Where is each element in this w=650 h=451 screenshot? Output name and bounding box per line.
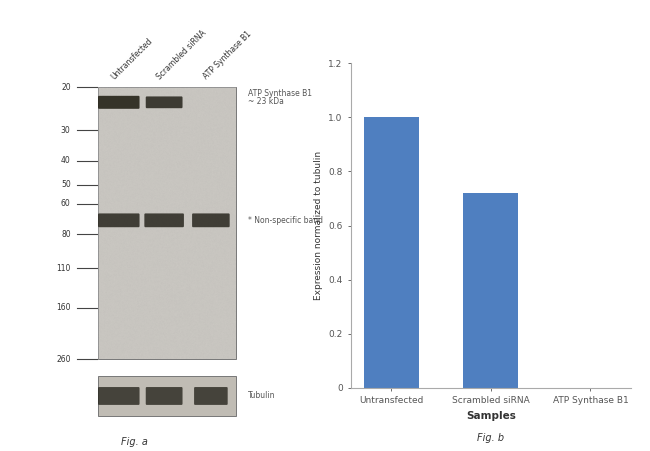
FancyBboxPatch shape (98, 213, 140, 227)
FancyBboxPatch shape (146, 97, 183, 108)
Text: * Non-specific band: * Non-specific band (248, 216, 323, 225)
Text: Tubulin: Tubulin (248, 391, 276, 400)
Text: Fig. b: Fig. b (477, 433, 504, 443)
Text: 260: 260 (56, 355, 71, 364)
FancyBboxPatch shape (192, 213, 229, 227)
FancyBboxPatch shape (194, 387, 228, 405)
FancyBboxPatch shape (98, 387, 140, 405)
FancyBboxPatch shape (146, 387, 183, 405)
Text: 160: 160 (56, 304, 71, 313)
Text: Fig. a: Fig. a (122, 437, 148, 446)
Text: Scrambled siRNA: Scrambled siRNA (155, 28, 207, 81)
Bar (463, 193, 518, 388)
Text: 80: 80 (61, 230, 71, 239)
Text: 30: 30 (61, 126, 71, 135)
Bar (98, 87, 235, 359)
X-axis label: Samples: Samples (466, 411, 515, 421)
Y-axis label: Expression normalized to tubulin: Expression normalized to tubulin (314, 151, 323, 300)
Text: 50: 50 (61, 180, 71, 189)
Bar (98, 376, 235, 416)
Text: 40: 40 (61, 156, 71, 166)
Text: ~ 23 kDa: ~ 23 kDa (248, 97, 283, 106)
Text: 110: 110 (57, 264, 71, 273)
FancyBboxPatch shape (98, 96, 140, 109)
Text: Untransfected: Untransfected (109, 37, 154, 81)
Bar (364, 117, 419, 388)
Text: 20: 20 (61, 83, 71, 92)
FancyBboxPatch shape (144, 213, 184, 227)
Text: ATP Synthase B1: ATP Synthase B1 (248, 89, 312, 98)
Text: 60: 60 (61, 199, 71, 208)
Text: ATP Synthase B1: ATP Synthase B1 (202, 30, 253, 81)
